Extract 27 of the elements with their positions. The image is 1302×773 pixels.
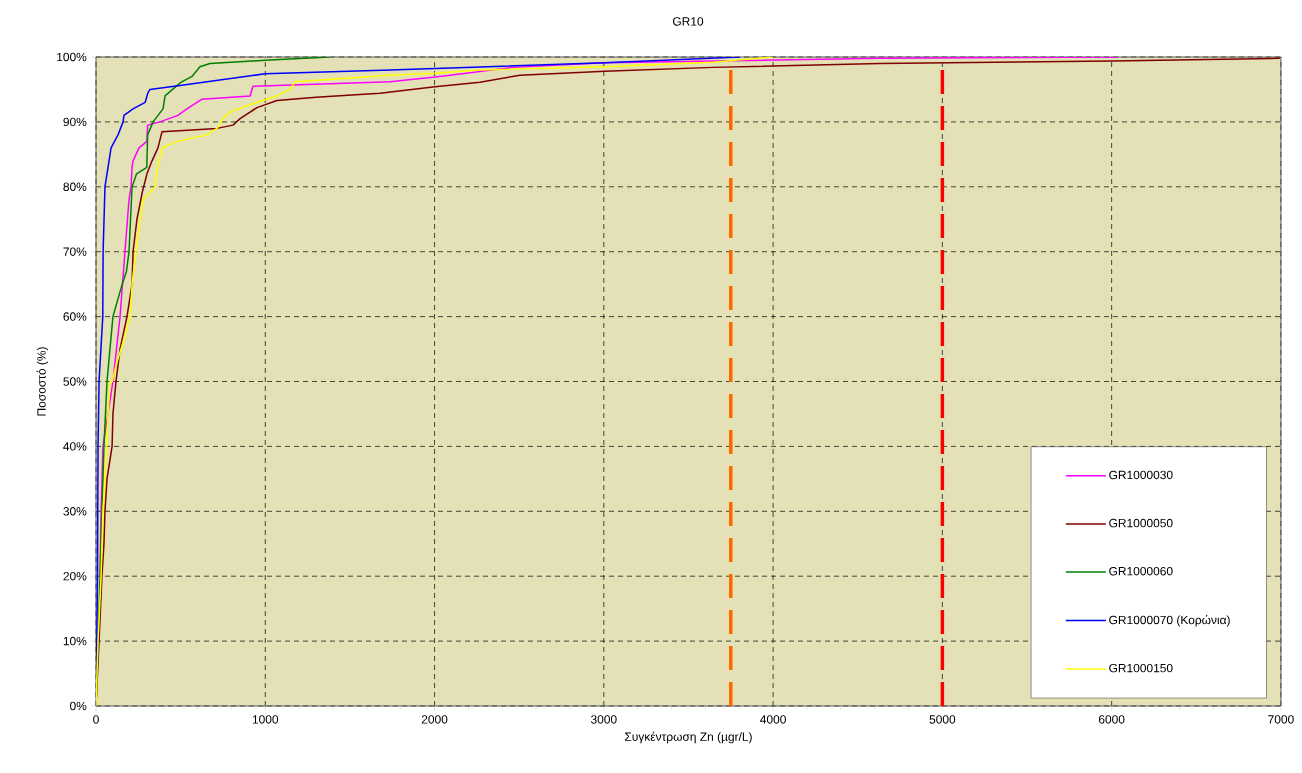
y-tick-label: 0% xyxy=(70,701,87,711)
y-tick-label: 20% xyxy=(63,571,87,581)
y-tick-label: 50% xyxy=(63,377,87,386)
x-tick-label: 6000 xyxy=(1098,715,1125,724)
legend-label: GR1000060 xyxy=(1109,566,1173,576)
y-tick-label: 90% xyxy=(63,117,87,127)
legend-label: GR1000050 xyxy=(1109,518,1173,528)
x-tick-label: 3000 xyxy=(590,715,617,724)
legend-label: GR1000150 xyxy=(1109,663,1173,673)
y-tick-label: 60% xyxy=(63,312,87,321)
x-tick-label: 1000 xyxy=(252,715,279,724)
x-tick-label: 5000 xyxy=(929,715,956,724)
y-tick-label: 80% xyxy=(63,182,87,192)
x-tick-label: 2000 xyxy=(421,715,448,724)
legend-label: GR1000070 (Κορώνια) xyxy=(1109,615,1230,627)
chart-title: GR10 xyxy=(672,17,704,26)
y-tick-label: 70% xyxy=(63,247,87,256)
y-tick-label: 10% xyxy=(63,636,87,646)
y-tick-label: 100% xyxy=(57,52,87,62)
x-tick-label: 0 xyxy=(93,715,99,724)
y-tick-label: 30% xyxy=(63,507,87,516)
x-tick-label: 4000 xyxy=(760,715,786,724)
y-axis-title: Ποσοστό (%) xyxy=(36,347,49,416)
y-tick-label: 40% xyxy=(63,442,87,451)
x-axis-title: Συγκέντρωση Zn (µgr/L) xyxy=(625,731,752,744)
x-tick-label: 7000 xyxy=(1268,715,1294,724)
legend-label: GR1000030 xyxy=(1109,470,1173,480)
